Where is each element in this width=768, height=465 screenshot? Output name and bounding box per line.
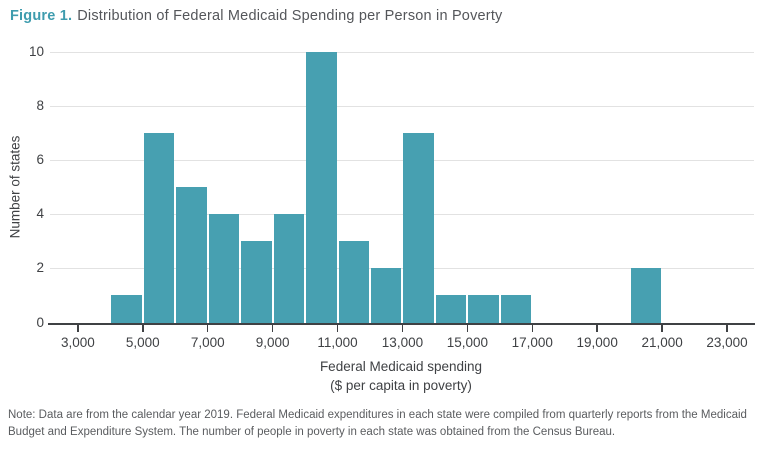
x-tick-label: 3,000 bbox=[61, 334, 95, 350]
y-gridline bbox=[50, 51, 754, 53]
histogram-bar bbox=[338, 241, 369, 324]
x-tick-mark bbox=[77, 325, 79, 332]
x-tick-label: 15,000 bbox=[446, 334, 488, 350]
figure-title: Figure 1. Distribution of Federal Medicai… bbox=[10, 8, 503, 24]
source-note: Note: Data are from the calendar year 20… bbox=[8, 407, 764, 441]
histogram-bar bbox=[208, 214, 240, 324]
y-gridline bbox=[50, 213, 754, 215]
histogram-bar bbox=[111, 295, 142, 324]
x-tick-label: 17,000 bbox=[511, 334, 553, 350]
y-tick-label: 6 bbox=[36, 152, 44, 168]
y-gridline bbox=[50, 159, 754, 161]
y-tick-label: 10 bbox=[28, 44, 44, 59]
x-axis-title-line1: Federal Medicaid spending bbox=[319, 359, 483, 374]
histogram-bar bbox=[403, 133, 434, 324]
x-tick-label: 11,000 bbox=[317, 334, 358, 350]
x-tick-mark bbox=[466, 325, 469, 332]
x-tick-label: 21,000 bbox=[641, 334, 683, 350]
y-tick-label: 2 bbox=[36, 260, 44, 276]
x-tick-label: 23,000 bbox=[706, 334, 748, 350]
x-tick-mark bbox=[401, 325, 404, 332]
histogram-bar bbox=[468, 295, 499, 324]
histogram-bar bbox=[143, 133, 175, 324]
x-tick-mark bbox=[531, 325, 534, 332]
x-tick-mark bbox=[726, 325, 728, 332]
x-tick-mark bbox=[142, 325, 144, 332]
histogram-bar bbox=[176, 187, 207, 324]
x-tick-mark bbox=[661, 325, 663, 332]
y-gridline bbox=[50, 105, 754, 107]
histogram-bar bbox=[630, 268, 662, 324]
histogram-bar bbox=[371, 268, 402, 324]
y-tick-label: 4 bbox=[36, 206, 44, 222]
y-tick-label: 0 bbox=[36, 314, 44, 330]
source-note-line: Note: Data are from the calendar year 20… bbox=[8, 409, 747, 421]
x-tick-label: 9,000 bbox=[255, 334, 290, 350]
y-tick-label: 8 bbox=[36, 98, 44, 114]
histogram-bar bbox=[500, 295, 532, 324]
x-tick-label: 13,000 bbox=[381, 334, 424, 350]
x-tick-label: 19,000 bbox=[576, 334, 618, 350]
x-axis-line bbox=[48, 322, 755, 325]
y-gridline bbox=[50, 267, 754, 269]
source-note-line: Budget and Expenditure System. The numbe… bbox=[8, 426, 616, 438]
x-tick-label: 5,000 bbox=[125, 334, 160, 350]
x-tick-mark bbox=[336, 325, 339, 332]
x-tick-mark bbox=[206, 325, 209, 332]
histogram-bar bbox=[435, 295, 467, 324]
x-axis-title-line2: ($ per capita in poverty) bbox=[330, 378, 472, 393]
histogram-bar bbox=[273, 214, 305, 324]
x-tick-label: 7,000 bbox=[190, 334, 225, 350]
figure-title-text: Distribution of Federal Medicaid Spendin… bbox=[77, 8, 503, 24]
figure-label: Figure 1. bbox=[10, 8, 73, 24]
histogram-bar bbox=[241, 241, 272, 324]
x-tick-mark bbox=[596, 325, 598, 332]
histogram-bar bbox=[306, 52, 337, 324]
x-tick-mark bbox=[271, 325, 274, 332]
